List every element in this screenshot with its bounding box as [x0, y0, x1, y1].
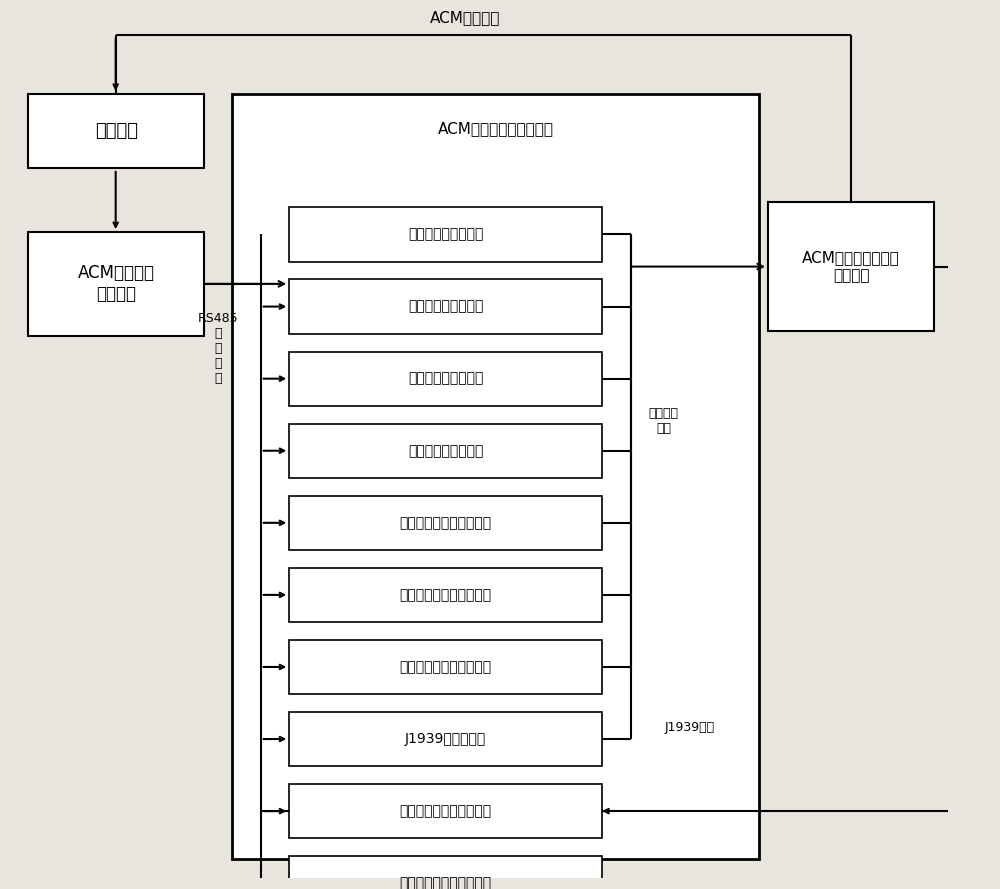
Bar [28, 94, 204, 168]
Bar [289, 423, 602, 478]
Text: 压力检测信号模拟器: 压力检测信号模拟器 [408, 228, 483, 242]
Bar [289, 207, 602, 261]
Text: 灰阀阀位控制信号模拟器: 灰阀阀位控制信号模拟器 [400, 877, 492, 889]
Text: RS485
控
制
总
线: RS485 控 制 总 线 [198, 311, 238, 385]
Text: 清水阀位检测信号模拟器: 清水阀位检测信号模拟器 [400, 516, 492, 530]
Bar [28, 232, 204, 336]
Text: ACM混浆密度液位自
动控制器: ACM混浆密度液位自 动控制器 [802, 251, 900, 283]
Bar [289, 784, 602, 838]
Text: ACM检测系统
控制软件: ACM检测系统 控制软件 [78, 264, 155, 303]
Text: 主机设备: 主机设备 [95, 122, 138, 140]
Bar [289, 856, 602, 889]
Text: ACM外部信号模拟器底板: ACM外部信号模拟器底板 [437, 121, 553, 136]
Bar [768, 203, 934, 331]
Text: ACM通讯总线: ACM通讯总线 [429, 11, 500, 25]
Bar [289, 279, 602, 333]
Text: J1939总线: J1939总线 [665, 721, 715, 733]
Text: 清水阀位控制信号模拟器: 清水阀位控制信号模拟器 [400, 805, 492, 818]
Bar [289, 712, 602, 766]
Bar [232, 94, 759, 859]
Text: 液位检测信号模拟器: 液位检测信号模拟器 [408, 372, 483, 386]
Bar [289, 496, 602, 550]
Bar [289, 568, 602, 622]
Text: 排量检测信号模拟器: 排量检测信号模拟器 [408, 300, 483, 314]
Text: J1939信号模拟器: J1939信号模拟器 [405, 732, 486, 746]
Text: 清水流量检测信号模拟器: 清水流量检测信号模拟器 [400, 660, 492, 674]
Text: 检测信号
总线: 检测信号 总线 [649, 407, 679, 435]
Text: 密度检测信号模拟器: 密度检测信号模拟器 [408, 444, 483, 458]
Text: 灰阀阀位检测信号模拟器: 灰阀阀位检测信号模拟器 [400, 588, 492, 602]
Bar [289, 351, 602, 405]
Bar [289, 640, 602, 694]
